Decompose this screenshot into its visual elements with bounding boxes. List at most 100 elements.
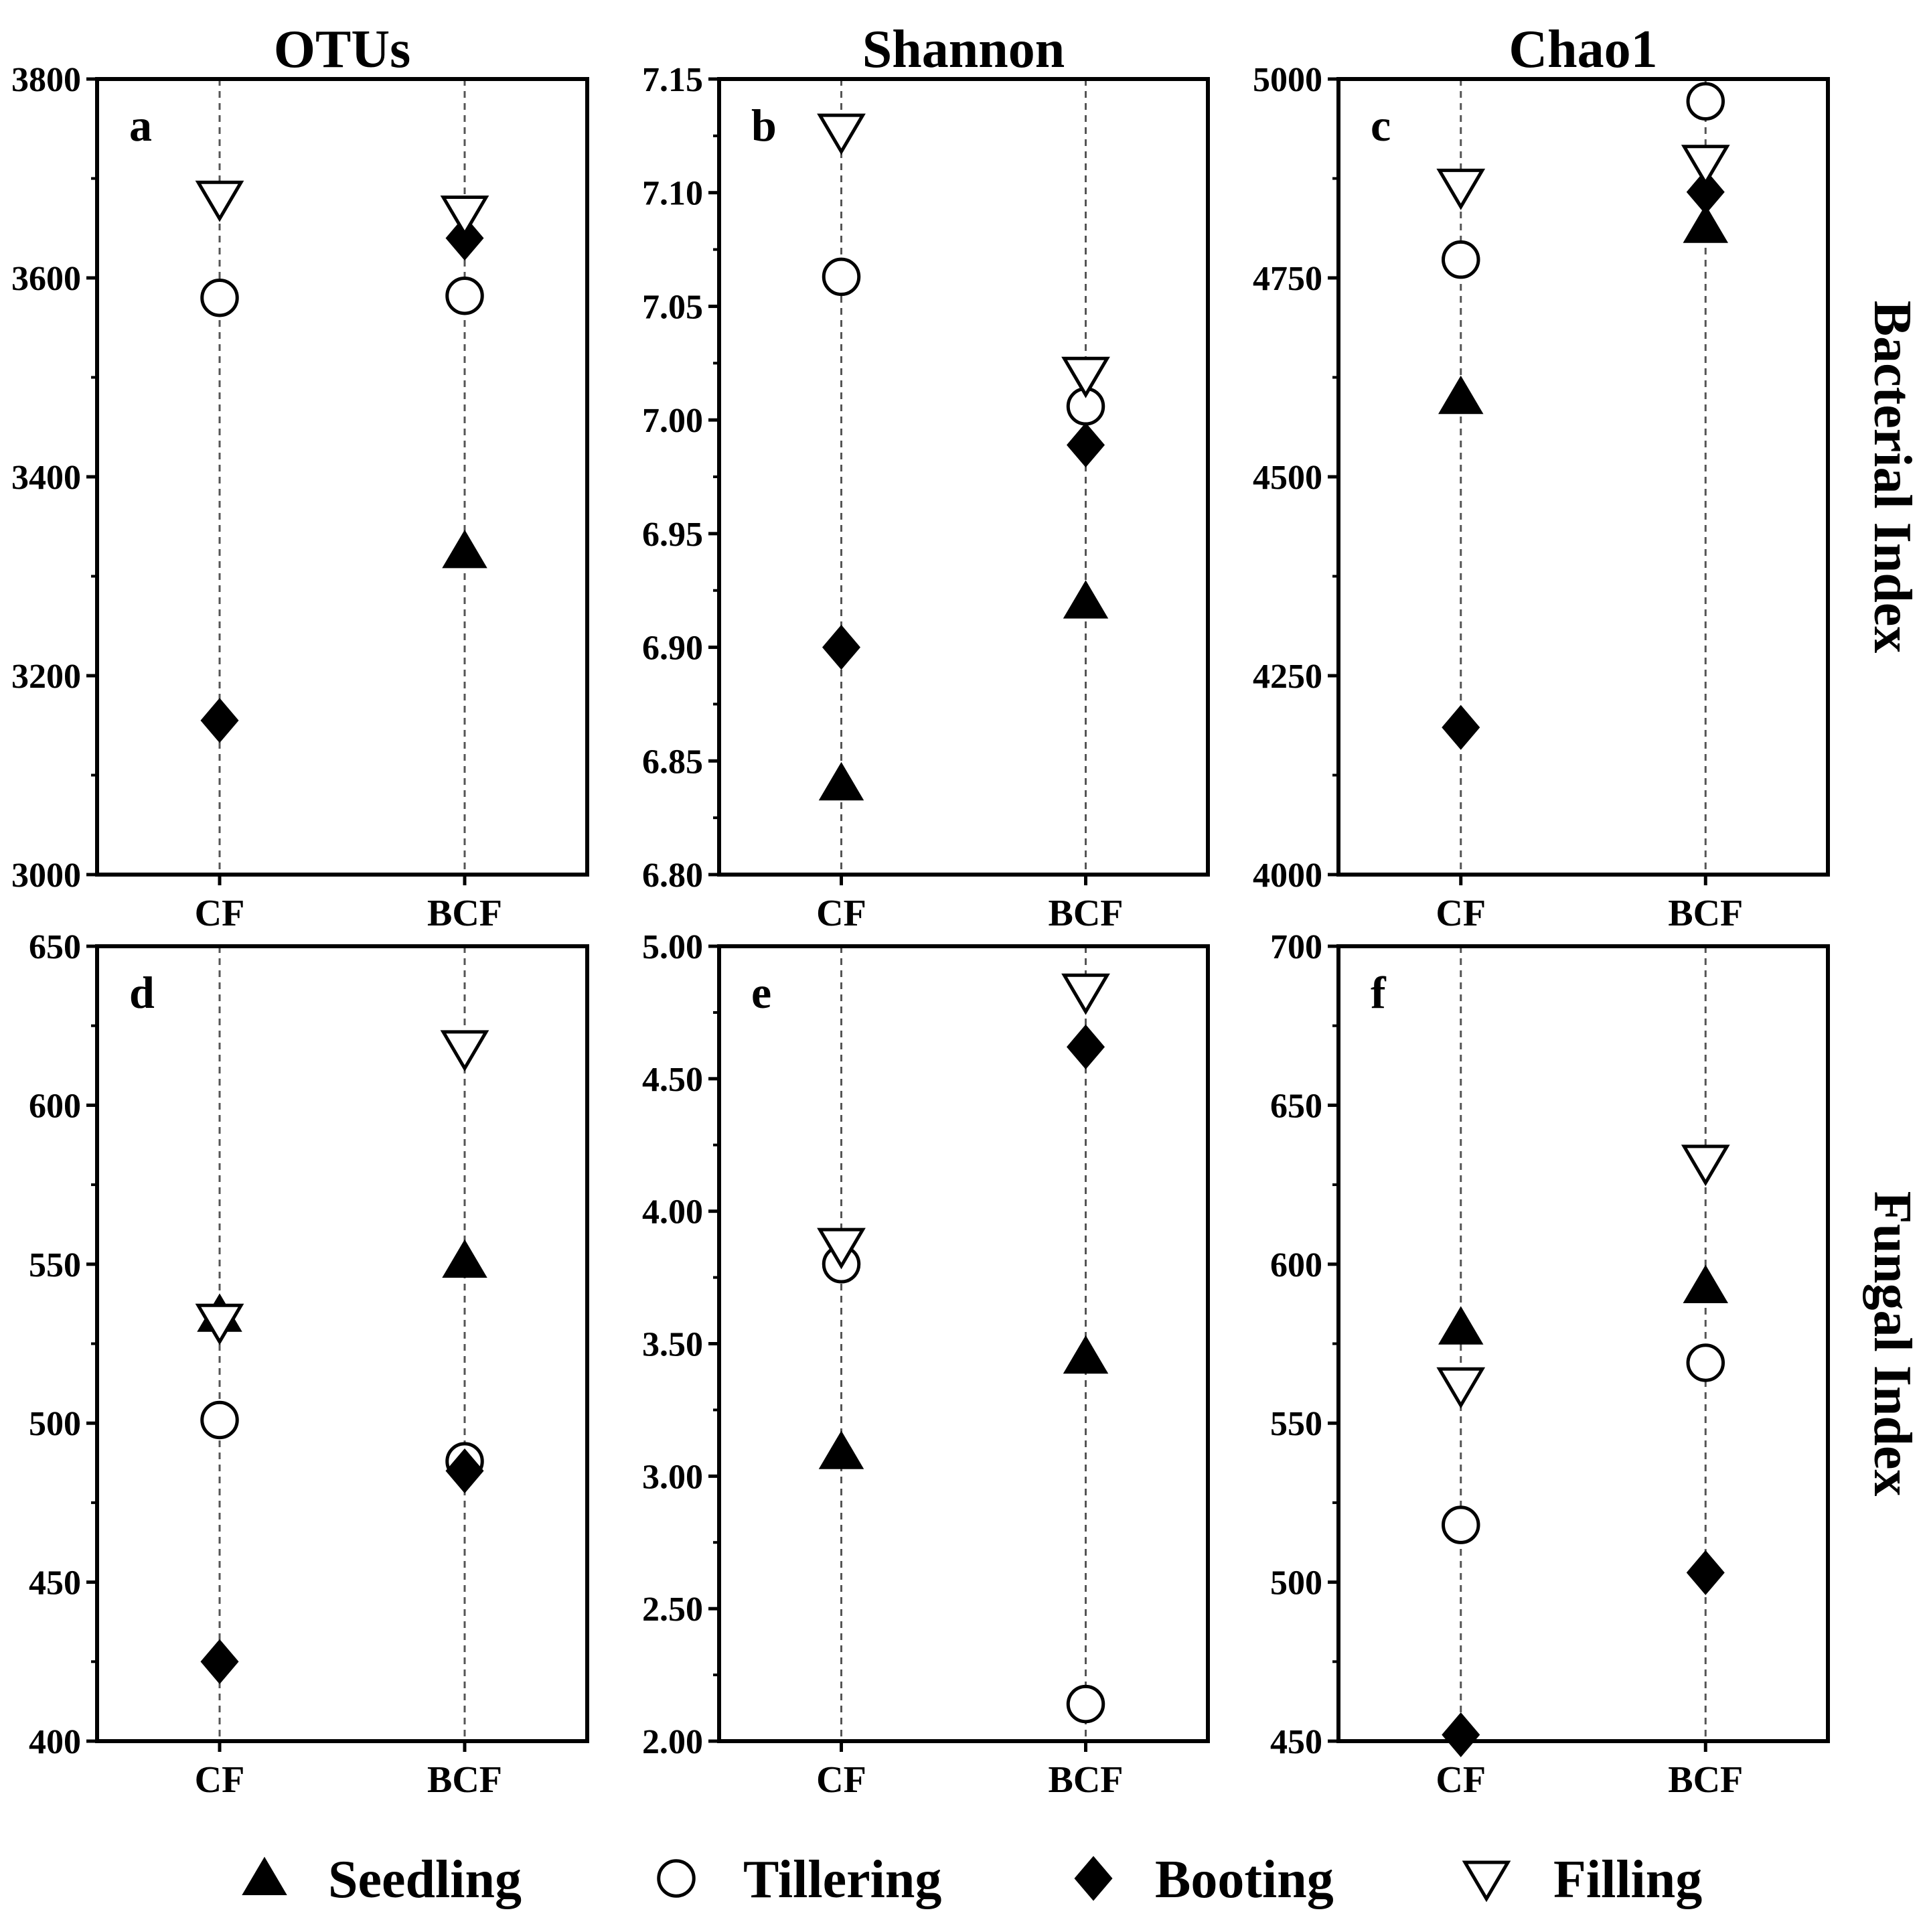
point-booting-cf — [200, 1639, 239, 1684]
point-filling-bcf — [1061, 356, 1110, 398]
point-seedling-cf — [1438, 375, 1484, 415]
x-tick-label-cf: CF — [1436, 893, 1486, 934]
y-tick-label: 3.50 — [642, 1326, 703, 1364]
point-tillering-bcf — [445, 276, 484, 315]
row-label-bacterial-index: Bacterial Index — [1863, 301, 1922, 654]
plot-frame — [95, 944, 589, 1743]
panel-letter: f — [1371, 967, 1387, 1018]
y-tick-label: 3600 — [11, 260, 81, 298]
legend-label: Tillering — [743, 1850, 941, 1909]
y-tick-label: 7.00 — [642, 402, 703, 440]
point-seedling-bcf — [442, 530, 487, 569]
y-tick-label: 5.00 — [642, 928, 703, 966]
x-tick-label-bcf: BCF — [427, 1759, 502, 1801]
point-tillering-cf — [1442, 1505, 1480, 1544]
y-tick-label: 450 — [1270, 1723, 1322, 1761]
x-tick-label-bcf: BCF — [427, 893, 502, 934]
legend-marker-tillering — [657, 1859, 696, 1898]
legend-marker-booting — [1074, 1856, 1113, 1901]
x-tick-label-cf: CF — [1436, 1759, 1486, 1801]
y-tick-label: 400 — [29, 1723, 81, 1761]
y-tick-label: 550 — [29, 1246, 81, 1284]
y-tick-label: 500 — [29, 1405, 81, 1443]
plot-frame — [1336, 77, 1830, 877]
y-tick-label: 7.15 — [642, 61, 703, 99]
legend: Seedling Tillering Booting Filling — [242, 1850, 1702, 1909]
y-tick-label: 3000 — [11, 857, 81, 895]
y-tick-label: 600 — [1270, 1246, 1322, 1284]
y-tick-label: 7.05 — [642, 288, 703, 326]
point-tillering-bcf — [1066, 1684, 1105, 1724]
panel-f: 450 500 550 600 650 700 CF BCF f — [1270, 928, 1830, 1801]
point-filling-bcf — [440, 1030, 489, 1072]
y-tick-label: 2.00 — [642, 1723, 703, 1761]
panel-title: Shannon — [862, 20, 1065, 79]
legend-item-filling: Filling — [1462, 1850, 1702, 1909]
y-tick-label: 3800 — [11, 61, 81, 99]
y-tick-label: 5000 — [1253, 61, 1322, 99]
y-tick-label: 650 — [1270, 1087, 1322, 1125]
panel-c: 4000 4250 4500 4750 5000 CF BCF c Chao1 — [1253, 20, 1830, 934]
legend-label: Booting — [1155, 1850, 1334, 1909]
point-filling-bcf — [1681, 145, 1730, 187]
point-seedling-cf — [818, 761, 864, 801]
y-tick-label: 2.50 — [642, 1590, 703, 1629]
legend-marker-filling — [1462, 1860, 1511, 1903]
point-booting-bcf — [445, 216, 484, 261]
plot-frame — [717, 77, 1210, 877]
y-tick-label: 600 — [29, 1087, 81, 1125]
y-tick-label: 4000 — [1253, 857, 1322, 895]
point-tillering-cf — [200, 278, 239, 317]
panel-letter: d — [129, 967, 155, 1018]
panel-d: 400 450 500 550 600 650 CF BCF d — [29, 928, 589, 1801]
x-tick-label-cf: CF — [195, 893, 245, 934]
y-tick-label: 3.00 — [642, 1458, 703, 1496]
x-tick-label-bcf: BCF — [1668, 1759, 1743, 1801]
y-tick-label: 6.85 — [642, 743, 703, 781]
legend-item-tillering: Tillering — [657, 1850, 941, 1909]
plot-frame — [95, 77, 589, 877]
y-tick-label: 6.95 — [642, 516, 703, 554]
y-tick-label: 3200 — [11, 658, 81, 696]
plot-frame — [1336, 944, 1830, 1743]
point-filling-cf — [817, 113, 866, 155]
x-tick-label-bcf: BCF — [1049, 1759, 1124, 1801]
point-filling-bcf — [1061, 973, 1110, 1015]
point-filling-cf — [195, 180, 244, 222]
y-tick-label: 4.50 — [642, 1061, 703, 1099]
y-tick-label: 450 — [29, 1564, 81, 1603]
point-seedling-bcf — [1683, 204, 1728, 243]
legend-item-seedling: Seedling — [242, 1850, 522, 1909]
legend-item-booting: Booting — [1074, 1850, 1334, 1909]
point-filling-cf — [195, 1303, 244, 1345]
point-tillering-cf — [1442, 240, 1480, 279]
point-booting-cf — [1442, 1712, 1480, 1758]
legend-marker-seedling — [242, 1856, 287, 1895]
legend-label: Filling — [1553, 1850, 1702, 1909]
x-tick-label-cf: CF — [195, 1759, 245, 1801]
point-filling-cf — [1436, 168, 1486, 210]
point-booting-bcf — [1686, 1550, 1725, 1595]
point-filling-bcf — [440, 195, 489, 237]
x-tick-label-bcf: BCF — [1668, 893, 1743, 934]
point-booting-bcf — [1066, 422, 1105, 468]
point-filling-cf — [1436, 1367, 1486, 1409]
row-labels: Bacterial Index Fungal Index — [1863, 301, 1922, 1497]
y-tick-label: 4750 — [1253, 260, 1322, 298]
point-booting-cf — [1442, 704, 1480, 750]
point-booting-bcf — [1066, 1024, 1105, 1069]
y-tick-label: 6.80 — [642, 857, 703, 895]
point-seedling-bcf — [1063, 1335, 1109, 1374]
point-booting-bcf — [445, 1448, 484, 1493]
point-booting-cf — [822, 625, 861, 670]
y-tick-label: 6.90 — [642, 629, 703, 668]
panel-letter: a — [129, 100, 152, 151]
legend-label: Seedling — [328, 1850, 522, 1909]
y-tick-label: 7.10 — [642, 175, 703, 213]
y-tick-label: 500 — [1270, 1564, 1322, 1603]
x-tick-label-cf: CF — [816, 1759, 866, 1801]
y-tick-label: 550 — [1270, 1405, 1322, 1443]
panel-e: 2.00 2.50 3.00 3.50 4.00 4.50 5.00 CF BCF e — [642, 928, 1210, 1801]
